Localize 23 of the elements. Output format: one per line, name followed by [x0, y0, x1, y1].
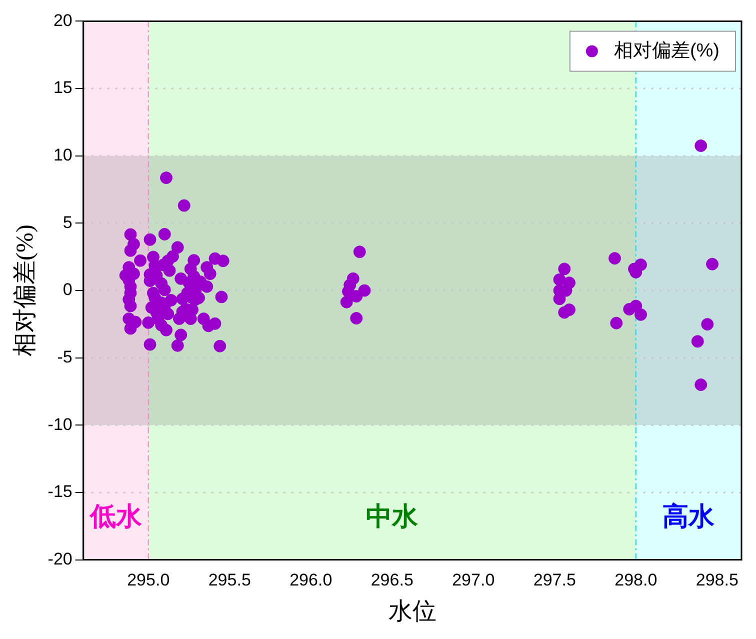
y-tick-label: 10	[53, 146, 72, 165]
y-tick-label: 15	[53, 78, 72, 98]
x-tick-label: 297.0	[452, 570, 495, 590]
y-tick-label: -15	[48, 482, 72, 502]
x-tick-label: 297.5	[533, 570, 576, 590]
x-tick-label: 295.5	[208, 570, 251, 590]
y-tick-label: -20	[48, 549, 72, 568]
x-axis-title: 水位	[388, 598, 436, 625]
x-tick-label: 296.0	[290, 570, 332, 590]
y-axis-title: 相对偏差(%)	[12, 224, 39, 356]
band-label: 高水	[662, 500, 716, 531]
y-tick-label: 20	[53, 10, 72, 30]
x-tick-label: 298.0	[614, 570, 658, 590]
band-label: 中水	[366, 500, 420, 531]
band-label: 低水	[88, 500, 143, 531]
legend-label: 相对偏差(%)	[614, 40, 720, 62]
x-tick-label: 296.5	[370, 570, 414, 590]
y-tick-label: -10	[48, 414, 72, 434]
y-tick-label: 5	[62, 212, 72, 232]
x-tick-label: 295.0	[127, 570, 170, 590]
y-tick-label: 0	[62, 280, 72, 300]
x-tick-label: 298.5	[696, 570, 738, 590]
y-tick-label: -5	[57, 348, 72, 367]
